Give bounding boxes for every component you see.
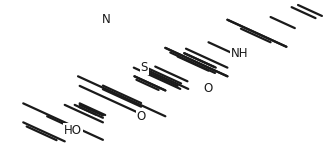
Text: NH: NH bbox=[231, 47, 248, 60]
Text: HO: HO bbox=[64, 124, 82, 137]
Text: O: O bbox=[204, 82, 213, 95]
Text: O: O bbox=[136, 110, 146, 123]
Text: S: S bbox=[141, 61, 148, 74]
Text: N: N bbox=[102, 13, 111, 26]
